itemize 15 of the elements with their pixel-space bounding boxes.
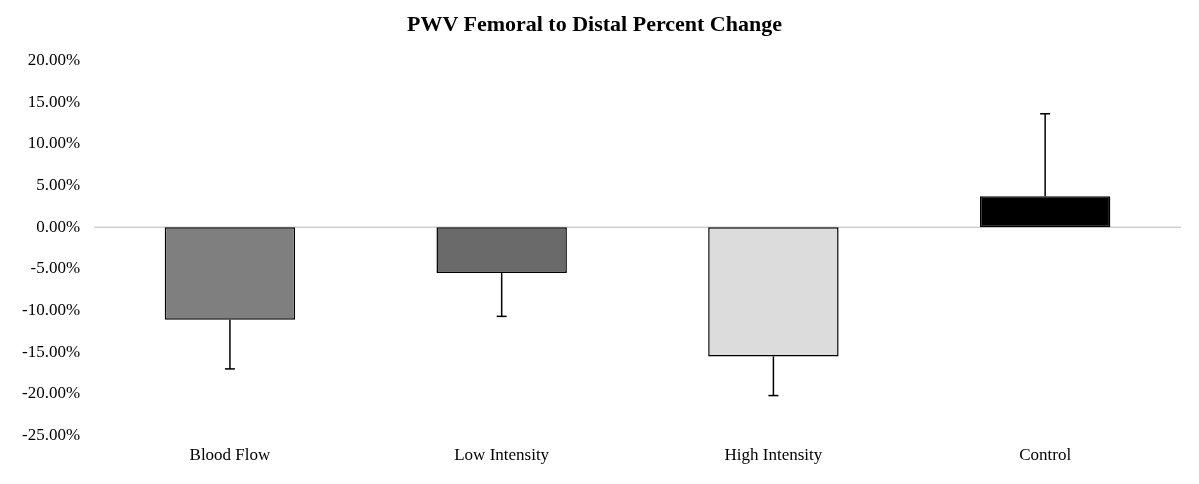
x-tick-label: Control (1019, 445, 1072, 465)
y-tick-label: 5.00% (36, 174, 81, 194)
y-tick-label: 15.00% (27, 91, 81, 111)
y-tick-label: -5.00% (30, 258, 81, 278)
y-tick-label: -15.00% (21, 341, 81, 361)
y-tick-label: -20.00% (21, 383, 81, 403)
x-tick-label: Blood Flow (189, 445, 272, 465)
x-tick-label: High Intensity (724, 445, 823, 465)
x-tick-label: Low Intensity (454, 445, 550, 465)
y-tick-label: -25.00% (21, 425, 81, 445)
y-tick-label: 20.00% (27, 49, 81, 69)
y-tick-label: 0.00% (36, 216, 81, 236)
y-tick-label: 10.00% (27, 133, 81, 153)
chart-title: PWV Femoral to Distal Percent Change (407, 10, 783, 36)
y-tick-label: -10.00% (21, 300, 81, 319)
